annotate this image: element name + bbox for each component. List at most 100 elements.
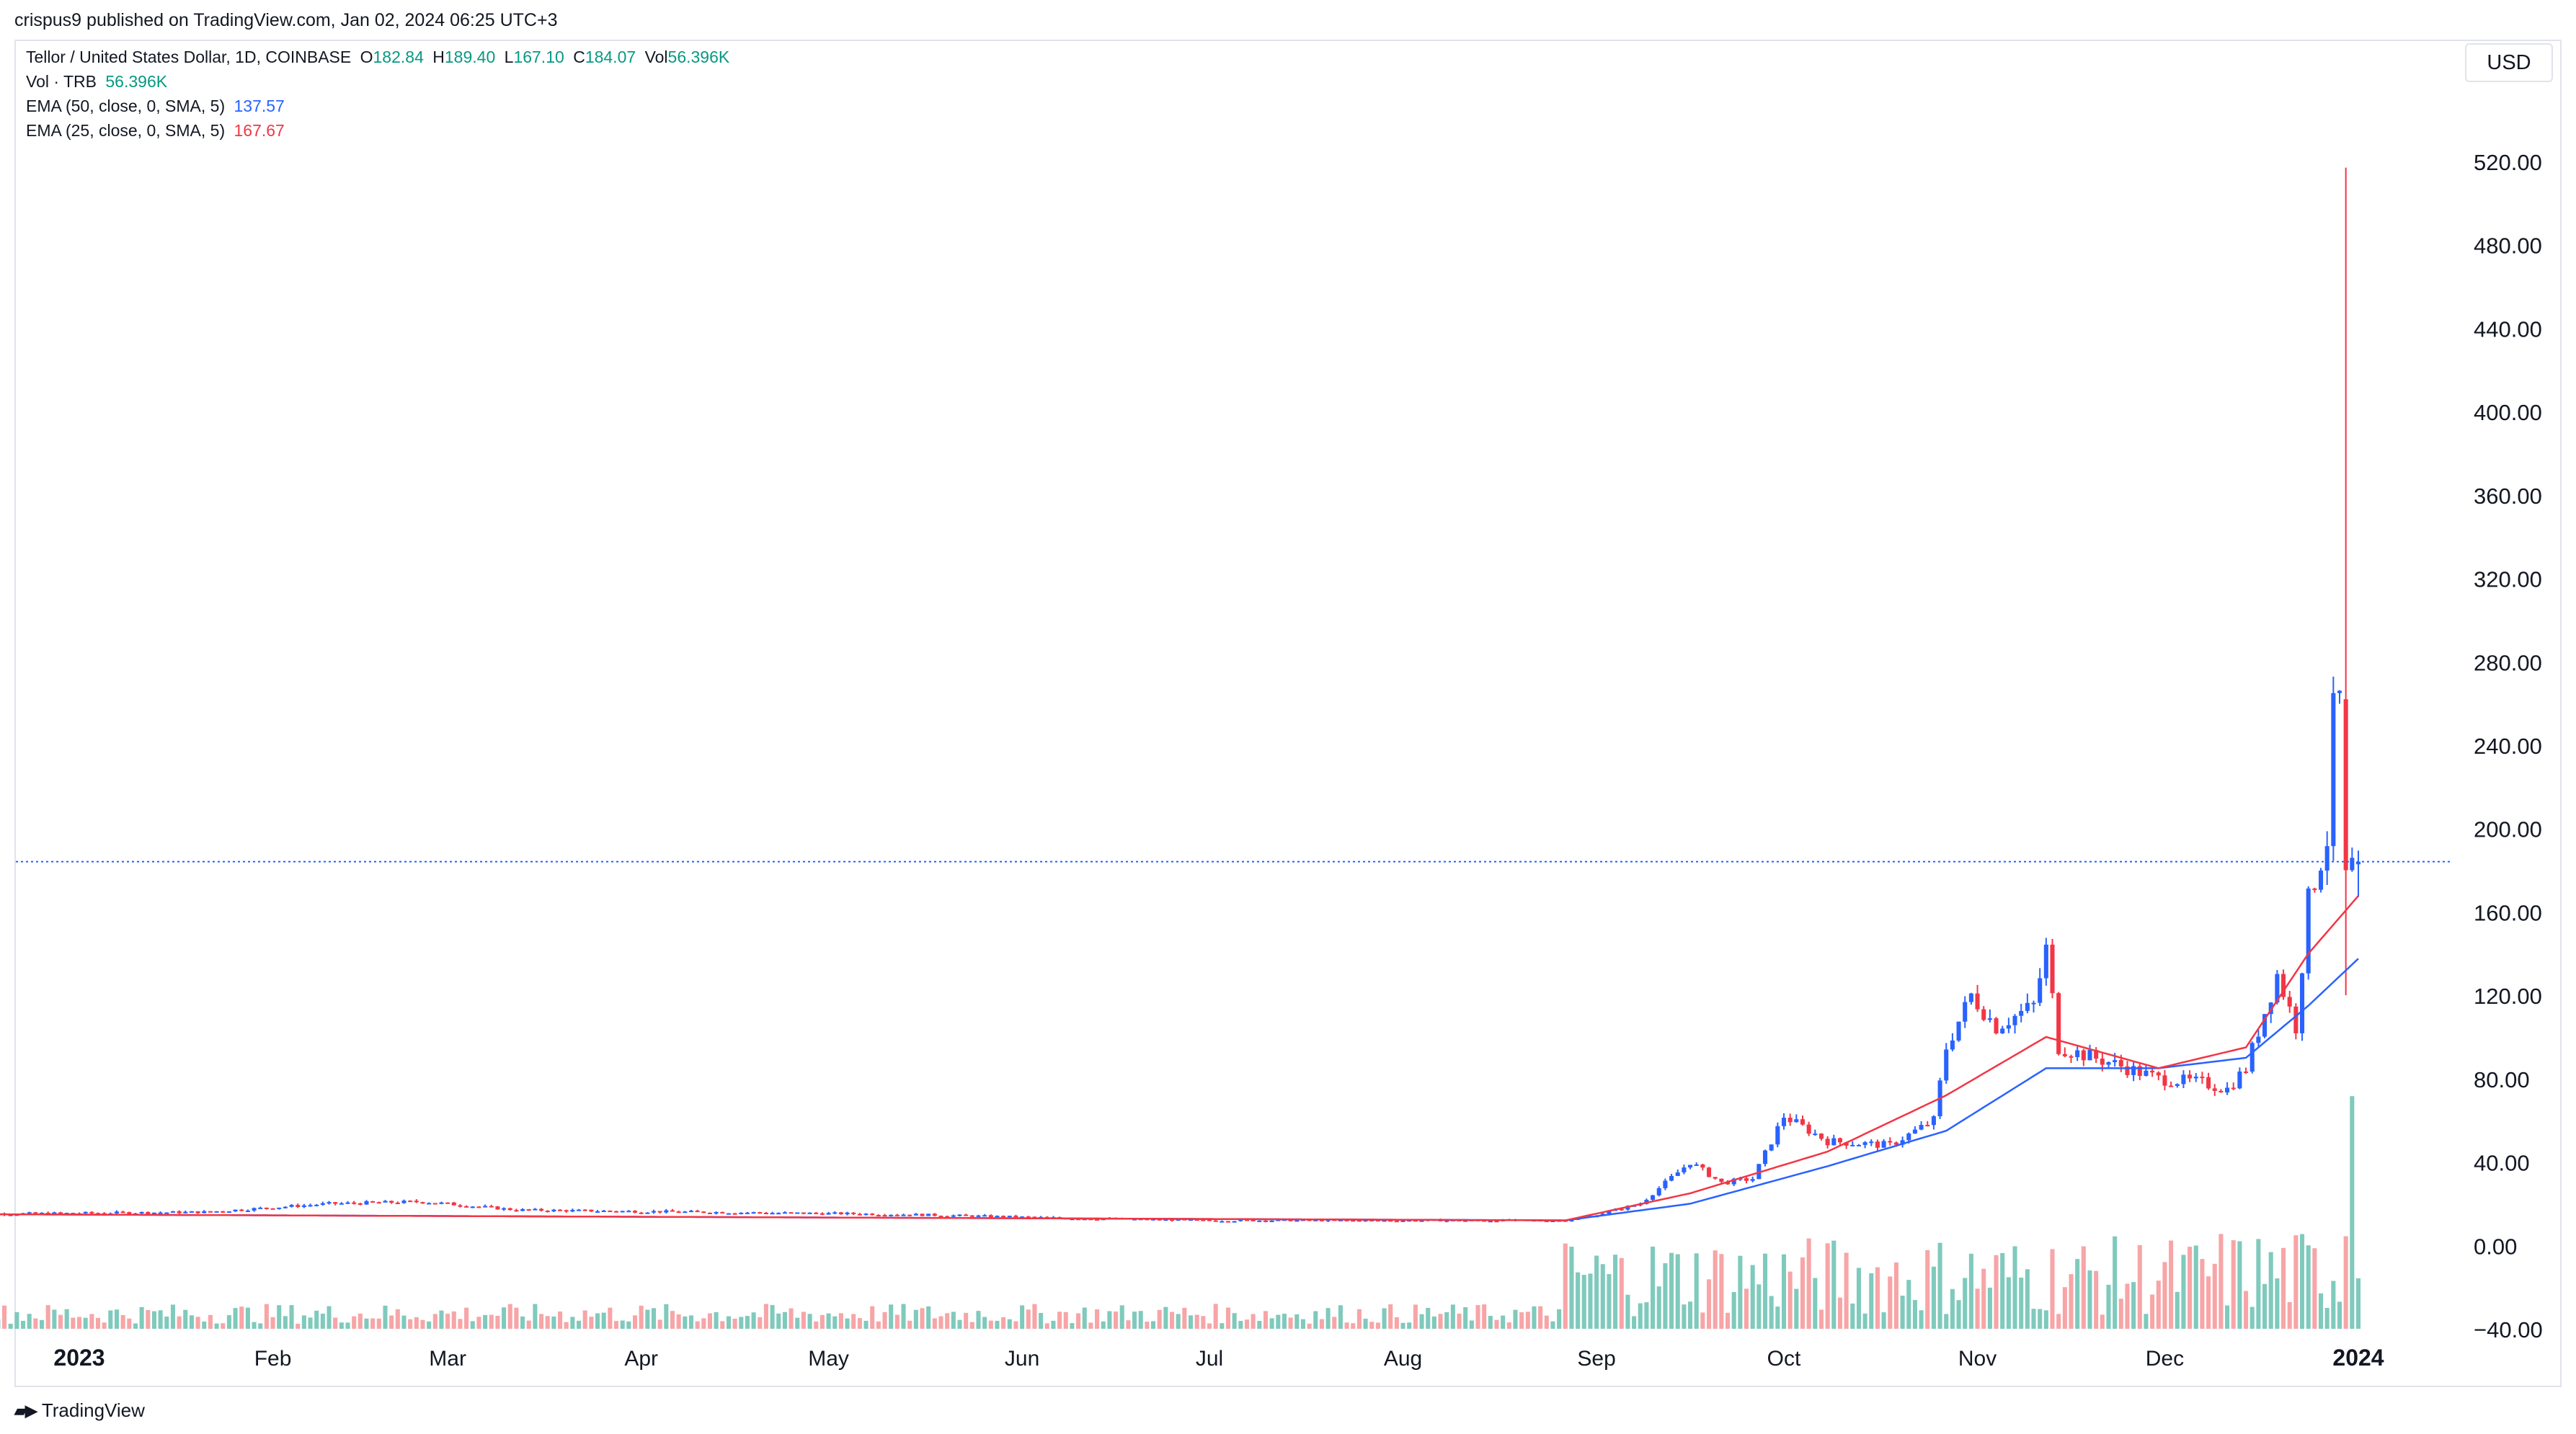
volume-bar: [195, 1317, 200, 1329]
candle-body: [357, 1203, 363, 1205]
x-tick-label: Dec: [2146, 1347, 2184, 1371]
candle-body: [1694, 1164, 1699, 1166]
volume-bar: [857, 1318, 862, 1329]
candle-body: [988, 1215, 993, 1218]
candle-body: [127, 1212, 132, 1214]
volume-bar: [1700, 1312, 1705, 1329]
volume-bar: [1594, 1255, 1599, 1329]
candle-body: [2150, 1070, 2155, 1073]
candle-body: [1707, 1167, 1712, 1177]
volume-bar: [1656, 1286, 1661, 1329]
volume-bar: [1669, 1252, 1674, 1329]
candle-body: [894, 1214, 900, 1216]
volume-bar: [782, 1311, 787, 1329]
candle-body: [645, 1212, 650, 1214]
volume-bar: [258, 1323, 263, 1329]
volume-bar: [333, 1317, 338, 1329]
volume-bar: [52, 1309, 57, 1329]
candle-body: [1968, 993, 1973, 1002]
volume-bar: [483, 1314, 488, 1329]
volume-bar: [745, 1316, 750, 1329]
candle-body: [221, 1211, 226, 1213]
volume-bar: [982, 1317, 987, 1329]
volume-bar: [2056, 1314, 2061, 1329]
volume-bar: [1188, 1315, 1194, 1329]
currency-selector[interactable]: USD: [2465, 43, 2553, 82]
candle-body: [1769, 1144, 1774, 1151]
candle-body: [1338, 1219, 1343, 1221]
volume-bar: [2025, 1269, 2030, 1329]
x-tick-label: 2023: [53, 1345, 105, 1371]
candle-body: [707, 1212, 712, 1214]
volume-bar: [1613, 1255, 1618, 1329]
candle-body: [139, 1211, 144, 1213]
candle-body: [1881, 1141, 1886, 1148]
candle-body: [389, 1201, 394, 1203]
volume-bar: [1682, 1304, 1687, 1329]
volume-bar: [1506, 1322, 1511, 1329]
ema50-value: 137.57: [234, 97, 285, 115]
volume-bar: [1013, 1321, 1018, 1329]
volume-bar: [95, 1317, 101, 1329]
volume-bar: [664, 1304, 669, 1329]
volume-bar: [14, 1311, 19, 1329]
candle-body: [1700, 1164, 1705, 1168]
volume-bar: [2343, 1236, 2348, 1329]
volume-bar: [770, 1305, 775, 1329]
candle-body: [1251, 1219, 1256, 1221]
volume-bar: [1525, 1311, 1530, 1329]
volume-bar: [1076, 1313, 1081, 1329]
candle-body: [1550, 1220, 1555, 1222]
volume-bar: [339, 1322, 344, 1329]
candle-body: [2106, 1062, 2111, 1065]
volume-bar: [1544, 1315, 1549, 1329]
volume-bar: [1837, 1297, 1843, 1329]
volume-bar: [520, 1316, 525, 1329]
volume-bar: [1475, 1305, 1480, 1329]
candle-body: [370, 1201, 376, 1203]
volume-bar: [2337, 1301, 2342, 1329]
volume-bar: [1394, 1317, 1399, 1329]
y-tick-label: 0.00: [2474, 1234, 2517, 1259]
volume-bar: [2306, 1245, 2311, 1329]
candle-body: [2075, 1050, 2080, 1057]
volume-bar: [1269, 1318, 1274, 1329]
candle-body: [1956, 1021, 1961, 1041]
volume-bar: [589, 1317, 594, 1329]
candle-body: [670, 1210, 675, 1212]
volume-bar: [2069, 1274, 2074, 1329]
volume-bar: [1744, 1288, 1749, 1329]
publisher-caption: crispus9 published on TradingView.com, J…: [14, 10, 558, 30]
close-label: C: [573, 48, 585, 66]
candle-body: [545, 1211, 550, 1213]
volume-bar: [870, 1306, 875, 1329]
volume-bar: [2219, 1234, 2224, 1329]
volume-bar: [432, 1314, 438, 1329]
volume-bar: [995, 1320, 1000, 1329]
candle-body: [832, 1212, 838, 1214]
volume-bar: [2188, 1247, 2193, 1329]
volume-bar: [1856, 1268, 1861, 1329]
volume-bar: [2324, 1308, 2329, 1329]
volume-bar: [1126, 1320, 1131, 1329]
candle-body: [1263, 1220, 1269, 1222]
volume-bar: [657, 1319, 662, 1329]
candle-body: [2225, 1087, 2230, 1092]
candle-body: [1356, 1220, 1362, 1222]
volume-bar: [1644, 1302, 1649, 1329]
volume-bar: [2355, 1278, 2361, 1329]
volume-bar: [414, 1317, 419, 1329]
candle-body: [1931, 1116, 1936, 1126]
volume-bar: [1893, 1262, 1898, 1329]
candle-body: [776, 1213, 781, 1215]
candle-body: [732, 1213, 737, 1215]
candle-body: [1132, 1219, 1137, 1221]
volume-bar: [1781, 1254, 1787, 1329]
candle-body: [2306, 889, 2311, 974]
candle-body: [1818, 1134, 1824, 1139]
volume-bar: [651, 1308, 657, 1329]
y-tick-label: −40.00: [2474, 1317, 2543, 1342]
candle-body: [8, 1214, 13, 1216]
candle-body: [770, 1213, 775, 1215]
